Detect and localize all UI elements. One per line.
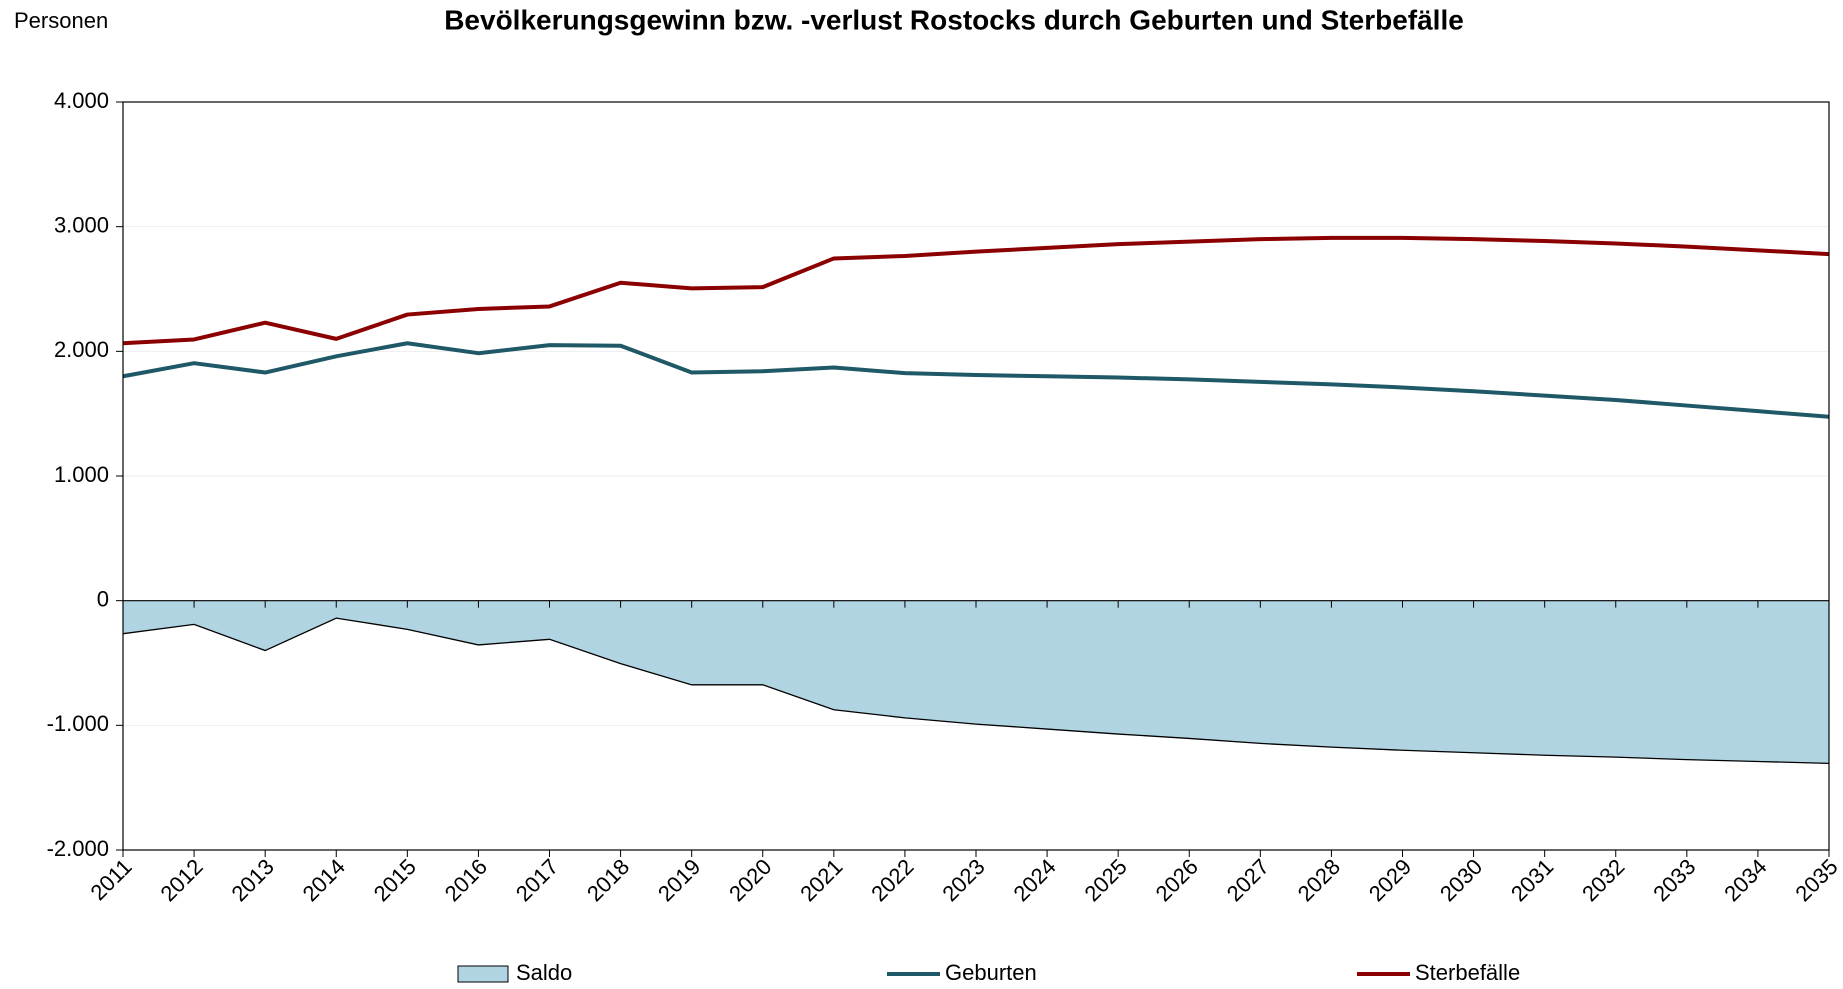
x-tick-label: 2023 <box>937 854 989 906</box>
x-tick-label: 2019 <box>653 854 705 906</box>
x-tick-label: 2027 <box>1222 854 1274 906</box>
x-tick-label: 2021 <box>795 854 847 906</box>
legend-swatch <box>457 965 509 983</box>
x-tick-label: 2016 <box>440 854 492 906</box>
y-tick-label: 2.000 <box>54 337 109 362</box>
line <box>122 341 1830 419</box>
x-tick-label: 2018 <box>582 854 634 906</box>
legend-label: Sterbefälle <box>1415 960 1520 985</box>
x-tick-label: 2034 <box>1719 854 1771 906</box>
y-tick-label: 0 <box>97 586 109 611</box>
x-tick-label: 2020 <box>724 854 776 906</box>
x-tick-label: 2015 <box>369 854 421 906</box>
x-tick-label: 2012 <box>155 854 207 906</box>
x-tick-label: 2031 <box>1506 854 1558 906</box>
y-tick-label: -1.000 <box>47 711 109 736</box>
x-tick-label: 2030 <box>1435 854 1487 906</box>
x-tick-label: 2022 <box>866 854 918 906</box>
x-tick-label: 2028 <box>1293 854 1345 906</box>
line <box>122 235 1830 346</box>
y-tick-label: 4.000 <box>54 88 109 113</box>
x-tick-label: 2014 <box>298 854 350 906</box>
x-tick-label: 2033 <box>1648 854 1700 906</box>
legend-label: Saldo <box>516 960 572 985</box>
x-tick-label: 2017 <box>511 854 563 906</box>
x-tick-label: 2025 <box>1080 854 1132 906</box>
x-tick-label: 2029 <box>1364 854 1416 906</box>
y-tick-label: 3.000 <box>54 212 109 237</box>
y-axis-label: Personen <box>14 8 108 33</box>
legend-label: Geburten <box>945 960 1037 985</box>
x-tick-label: 2011 <box>86 854 137 905</box>
x-tick-label: 2024 <box>1008 854 1060 906</box>
area <box>123 600 1829 764</box>
x-tick-label: 2026 <box>1151 854 1203 906</box>
x-tick-label: 2032 <box>1577 854 1629 906</box>
y-tick-label: 1.000 <box>54 462 109 487</box>
area-outline <box>122 617 1830 765</box>
x-tick-label: 2013 <box>227 854 279 906</box>
y-tick-label: -2.000 <box>47 836 109 861</box>
x-tick-label: 2035 <box>1790 854 1842 906</box>
chart-title: Bevölkerungsgewinn bzw. -verlust Rostock… <box>444 4 1464 35</box>
